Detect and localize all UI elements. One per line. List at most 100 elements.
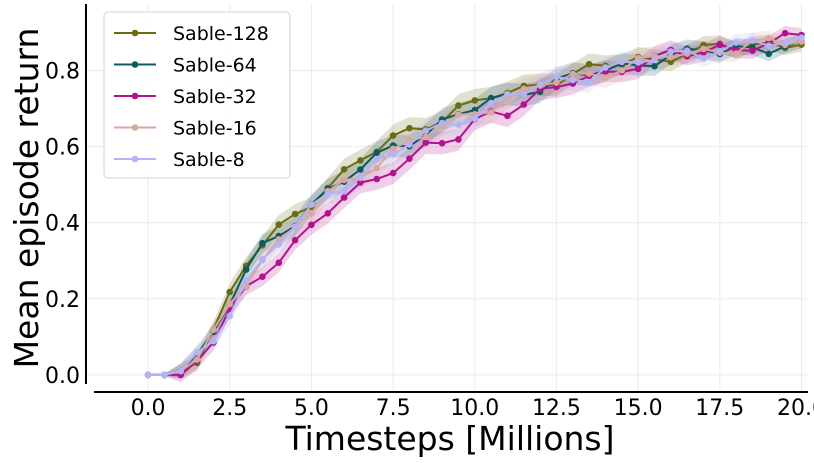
- series-0-point-32: [667, 58, 675, 66]
- series-4-point-33: [683, 47, 691, 54]
- series-4-point-12: [340, 187, 348, 195]
- x-tick-label-3: 7.5: [376, 396, 411, 421]
- series-2-point-19: [455, 136, 462, 143]
- series-3-point-26: [569, 70, 577, 78]
- legend-item-1: Sable-64: [114, 55, 257, 77]
- legend-item-0: Sable-128: [114, 23, 269, 45]
- series-4-point-40: [798, 34, 805, 41]
- series-0-point-27: [585, 60, 593, 68]
- series-2-point-14: [373, 175, 381, 183]
- series-3-point-8: [275, 236, 283, 243]
- series-2-point-37: [749, 47, 756, 54]
- series-2-point-39: [781, 29, 789, 37]
- series-lines: [144, 29, 805, 379]
- legend-label-0: Sable-128: [173, 23, 269, 45]
- legend-label-3: Sable-16: [173, 118, 257, 140]
- series-4-point-37: [749, 37, 756, 44]
- series-4-point-10: [308, 201, 315, 208]
- series-4-point-28: [602, 64, 609, 71]
- series-2-point-35: [716, 41, 724, 49]
- series-0-point-9: [291, 210, 299, 218]
- series-3-point-14: [373, 164, 381, 172]
- series-3-point-19: [455, 111, 462, 118]
- x-tick-label-8: 20.0: [777, 396, 814, 421]
- series-4-point-22: [504, 90, 511, 98]
- series-3-point-15: [389, 145, 397, 153]
- series-4-point-21: [487, 99, 495, 107]
- series-4-point-36: [732, 39, 740, 46]
- legend-item-2: Sable-32: [114, 86, 257, 108]
- legend-item-3: Sable-16: [114, 118, 257, 140]
- series-4-point-16: [406, 141, 413, 148]
- x-tick-label-7: 17.5: [695, 396, 744, 421]
- tick-labels: 0.0 2.5 5.0 7.5 10.0 12.5 15.0 17.5 20.0 0.0 0.2 0.…: [45, 60, 814, 421]
- series-4-point-34: [700, 55, 707, 62]
- series-2-point-17: [422, 139, 430, 146]
- series-4-point-32: [667, 48, 675, 55]
- series-4-point-39: [781, 39, 789, 47]
- series-0-point-19: [455, 102, 462, 109]
- series-4: [144, 34, 805, 379]
- series-4-point-26: [569, 76, 577, 84]
- legend-label-4: Sable-8: [173, 149, 245, 171]
- series-4-point-38: [765, 42, 773, 50]
- series-4-point-0: [144, 371, 152, 379]
- x-tick-label-1: 2.5: [212, 396, 247, 421]
- x-tick-label-4: 10.0: [450, 396, 499, 421]
- series-4-point-27: [585, 78, 593, 86]
- series-0-point-5: [226, 288, 233, 296]
- legend-label-1: Sable-64: [173, 55, 257, 77]
- series-4-point-8: [275, 241, 283, 248]
- series-4-point-11: [324, 190, 332, 197]
- series-3-point-34: [700, 45, 707, 53]
- series-4-point-7: [259, 255, 266, 263]
- series-2-point-15: [389, 169, 397, 177]
- series-3-point-29: [618, 67, 626, 74]
- series-0-point-13: [357, 157, 364, 164]
- series-2-point-13: [357, 179, 364, 186]
- legend-swatch-marker-1: [131, 61, 139, 68]
- series-4-point-1: [161, 371, 168, 379]
- series-3-point-36: [732, 50, 740, 57]
- y-tick-label-0: 0.0: [45, 364, 80, 389]
- series-4-point-31: [651, 56, 658, 64]
- series-3-point-3: [193, 356, 201, 363]
- series-3-point-28: [602, 74, 609, 81]
- series-3-point-17: [422, 133, 430, 141]
- series-2-point-8: [275, 259, 283, 267]
- series-4-point-14: [373, 155, 381, 163]
- y-tick-label-2: 0.4: [45, 212, 80, 237]
- series-2-point-7: [259, 273, 266, 281]
- legend-item-4: Sable-8: [114, 149, 245, 171]
- series-4-point-25: [553, 73, 560, 81]
- series-0-point-12: [340, 166, 348, 173]
- series-1-point-31: [651, 62, 658, 70]
- y-tick-label-1: 0.2: [45, 288, 80, 313]
- series-2-point-11: [324, 210, 332, 217]
- series-4-point-3: [193, 349, 201, 356]
- series-3-point-23: [520, 85, 528, 93]
- legend-swatch-marker-3: [131, 124, 139, 131]
- series-4-point-18: [438, 119, 446, 127]
- series-2-point-22: [504, 112, 511, 120]
- series-4-point-24: [536, 81, 544, 88]
- series-4-point-30: [634, 59, 642, 66]
- series-0-point-8: [275, 221, 283, 228]
- x-axis-title: Timesteps [Millions]: [284, 419, 614, 458]
- y-tick-label-3: 0.6: [45, 136, 80, 161]
- series-3-point-25: [553, 79, 560, 86]
- x-tick-label-0: 0.0: [131, 396, 166, 421]
- series-4-point-35: [716, 48, 724, 55]
- series-2-point-10: [308, 221, 315, 229]
- x-tick-label-5: 12.5: [532, 396, 581, 421]
- legend-swatch-marker-4: [131, 155, 139, 163]
- legend-box: [103, 11, 291, 179]
- series-2-point-18: [438, 139, 446, 147]
- series-3-point-38: [765, 34, 773, 42]
- series-1-point-7: [259, 239, 266, 247]
- series-2-point-9: [291, 236, 299, 244]
- legend-swatch-marker-0: [131, 29, 139, 37]
- x-tick-label-2: 5.0: [294, 396, 329, 421]
- series-4-point-29: [618, 58, 626, 66]
